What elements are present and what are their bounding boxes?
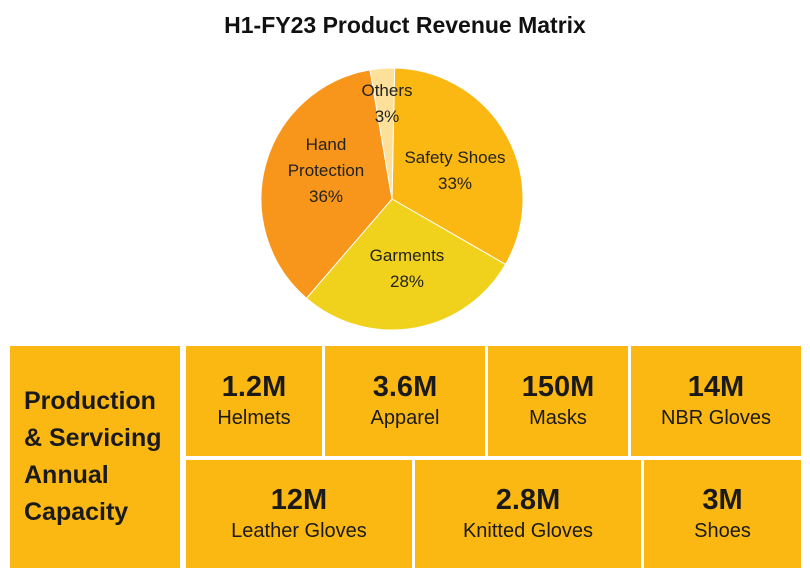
capacity-label: Shoes xyxy=(694,520,751,542)
capacity-heading: Production & Servicing Annual Capacity xyxy=(10,346,180,568)
pie-data-label: Garments xyxy=(370,246,445,265)
pie-data-label: Safety Shoes xyxy=(404,148,505,167)
pie-slice-garments xyxy=(305,198,507,331)
capacity-cell-helmets: 1.2M Helmets xyxy=(186,346,322,456)
capacity-label: NBR Gloves xyxy=(660,407,772,429)
pie-slice-others xyxy=(369,67,396,200)
capacity-cell-masks: 150M Masks xyxy=(488,346,628,456)
capacity-heading-line: Capacity xyxy=(24,498,129,526)
capacity-value: 14M xyxy=(687,371,745,403)
capacity-value: 150M xyxy=(521,371,595,403)
capacity-label: Apparel xyxy=(370,407,440,429)
pie-data-label: Hand xyxy=(306,135,347,154)
capacity-label: Knitted Gloves xyxy=(462,520,594,542)
capacity-cell-knitted-gloves: 2.8M Knitted Gloves xyxy=(415,460,641,568)
capacity-heading-line: Production xyxy=(24,387,156,415)
pie-chart: Safety Shoes 33% Garments 28% Hand Protection… xyxy=(260,67,524,331)
pie-data-label-pct: 36% xyxy=(309,187,343,206)
capacity-heading-line: Annual xyxy=(24,461,109,489)
capacity-heading-line: & Servicing xyxy=(24,424,162,452)
capacity-label: Masks xyxy=(529,407,587,429)
capacity-cell-leather-gloves: 12M Leather Gloves xyxy=(186,460,412,568)
capacity-cell-shoes: 3M Shoes xyxy=(644,460,801,568)
pie-data-label-pct: 3% xyxy=(375,107,400,126)
capacity-label: Helmets xyxy=(217,407,291,429)
capacity-value: 12M xyxy=(270,484,328,516)
pie-data-label: Protection xyxy=(288,161,365,180)
pie-data-label-pct: 33% xyxy=(438,174,472,193)
capacity-label: Leather Gloves xyxy=(231,520,367,542)
capacity-cell-nbr-gloves: 14M NBR Gloves xyxy=(631,346,801,456)
pie-slice-safety-shoes xyxy=(391,67,524,266)
pie-slice-hand-protection xyxy=(260,69,393,299)
capacity-value: 3M xyxy=(702,484,743,516)
pie-data-label-pct: 28% xyxy=(390,272,424,291)
capacity-value: 3.6M xyxy=(372,371,438,403)
capacity-value: 1.2M xyxy=(221,371,287,403)
capacity-cell-apparel: 3.6M Apparel xyxy=(325,346,485,456)
chart-title: H1-FY23 Product Revenue Matrix xyxy=(224,12,586,38)
pie-data-label: Others xyxy=(361,81,412,100)
capacity-value: 2.8M xyxy=(495,484,561,516)
